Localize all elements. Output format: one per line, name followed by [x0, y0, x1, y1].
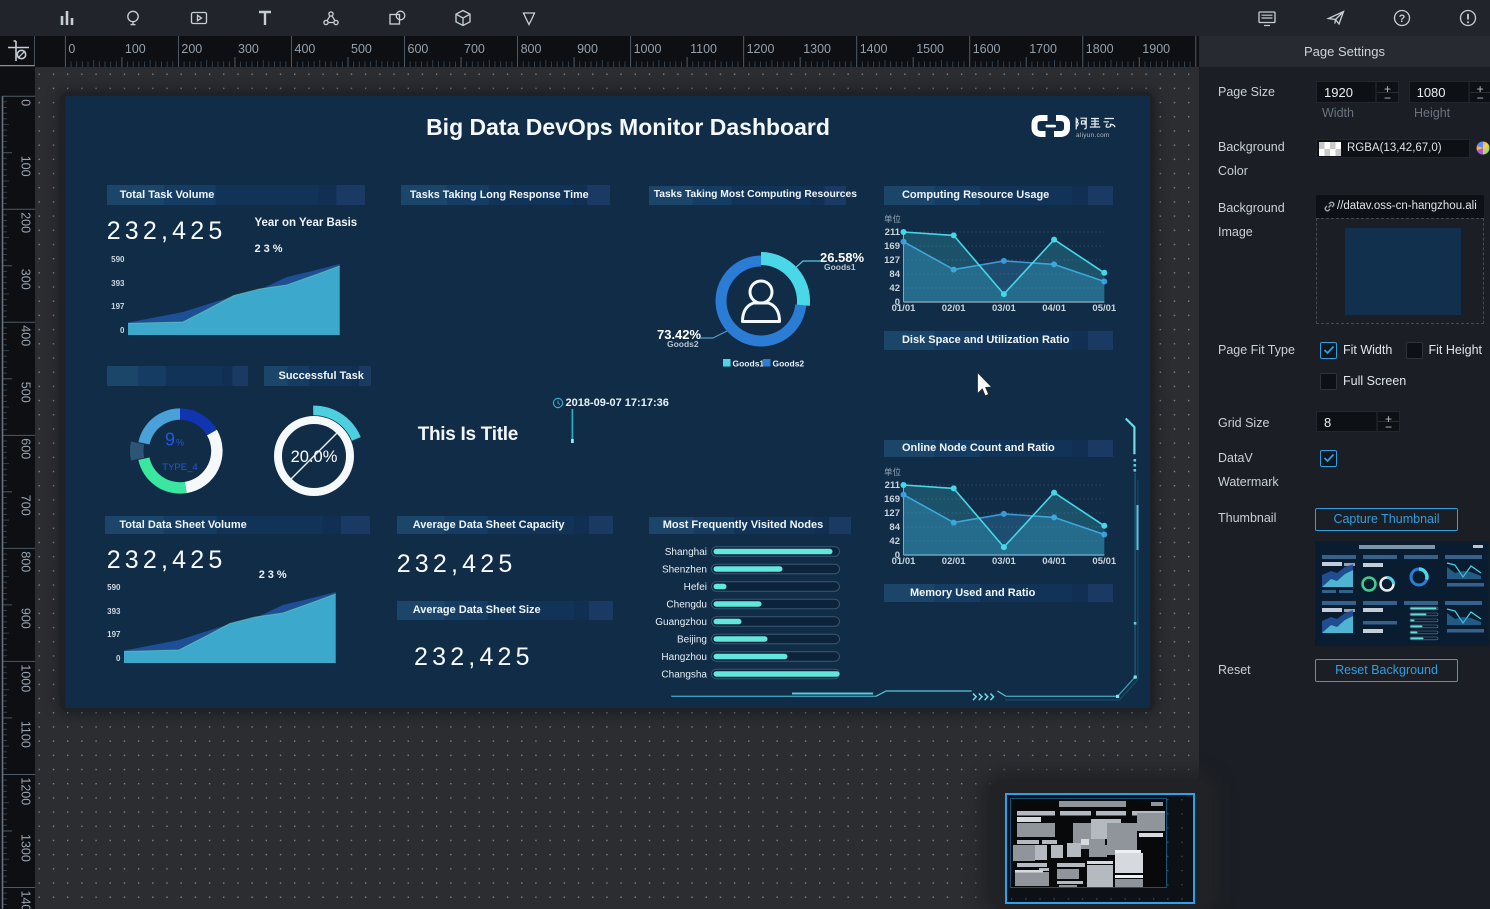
- svg-text:03/01: 03/01: [992, 556, 1016, 567]
- svg-text:600: 600: [19, 438, 33, 459]
- svg-text:Beijing: Beijing: [677, 634, 707, 645]
- svg-text:1500: 1500: [916, 42, 944, 56]
- svg-text:100: 100: [19, 156, 33, 177]
- svg-text:1000: 1000: [634, 42, 662, 56]
- svg-text:20.0%: 20.0%: [290, 448, 337, 466]
- svg-text:Hefei: Hefei: [684, 582, 707, 593]
- svg-text:1200: 1200: [747, 42, 775, 56]
- svg-text:500: 500: [19, 382, 33, 403]
- svg-text:200: 200: [181, 42, 202, 56]
- svg-text:400: 400: [19, 325, 33, 346]
- svg-text:1100: 1100: [690, 42, 717, 56]
- svg-text:01/01: 01/01: [892, 303, 916, 314]
- svg-text:0: 0: [19, 99, 33, 106]
- svg-text:0: 0: [895, 297, 900, 308]
- svg-text:900: 900: [577, 42, 598, 56]
- svg-text:127: 127: [884, 508, 900, 519]
- svg-text:05/01: 05/01: [1092, 303, 1116, 314]
- svg-text:TYPE_4: TYPE_4: [162, 462, 197, 473]
- svg-text:02/01: 02/01: [942, 556, 966, 567]
- svg-text:?: ?: [1399, 13, 1406, 25]
- svg-text:单位: 单位: [884, 214, 902, 224]
- svg-text:05/01: 05/01: [1092, 556, 1116, 567]
- svg-text:600: 600: [408, 42, 429, 56]
- svg-text:100: 100: [125, 42, 146, 56]
- svg-text:1100: 1100: [19, 721, 33, 748]
- svg-text:1300: 1300: [803, 42, 831, 56]
- svg-text:1400: 1400: [19, 891, 33, 909]
- svg-text:单位: 单位: [884, 467, 902, 477]
- svg-text:42: 42: [889, 536, 900, 547]
- svg-text:300: 300: [19, 269, 33, 290]
- svg-text:127: 127: [884, 255, 900, 266]
- svg-text:800: 800: [19, 551, 33, 572]
- svg-text:900: 900: [19, 608, 33, 629]
- svg-text:1300: 1300: [19, 834, 33, 862]
- svg-text:Guangzhou: Guangzhou: [655, 617, 707, 628]
- svg-text:1400: 1400: [860, 42, 888, 56]
- svg-text:169: 169: [884, 494, 900, 505]
- svg-text:aliyun.com: aliyun.com: [1076, 132, 1110, 139]
- svg-text:Chengdu: Chengdu: [666, 599, 707, 610]
- svg-text:500: 500: [351, 42, 372, 56]
- svg-text:42: 42: [889, 283, 900, 294]
- svg-text:84: 84: [889, 269, 900, 280]
- svg-text:1200: 1200: [19, 777, 33, 805]
- svg-text:1700: 1700: [1029, 42, 1057, 56]
- svg-text:1000: 1000: [19, 664, 33, 692]
- svg-text:0: 0: [68, 42, 75, 56]
- svg-text:Shenzhen: Shenzhen: [662, 564, 707, 575]
- svg-text:%: %: [176, 438, 184, 448]
- svg-text:04/01: 04/01: [1042, 303, 1066, 314]
- svg-text:Shanghai: Shanghai: [665, 547, 707, 558]
- svg-text:Goods1: Goods1: [732, 358, 764, 368]
- svg-text:Changsha: Changsha: [661, 669, 707, 680]
- svg-text:02/01: 02/01: [942, 303, 966, 314]
- svg-text:Goods2: Goods2: [772, 358, 804, 368]
- svg-text:0: 0: [895, 550, 900, 561]
- svg-text:9: 9: [165, 430, 175, 450]
- svg-text:169: 169: [884, 241, 900, 252]
- svg-text:700: 700: [19, 495, 33, 516]
- svg-text:800: 800: [521, 42, 542, 56]
- svg-text:700: 700: [464, 42, 485, 56]
- svg-text:200: 200: [19, 212, 33, 233]
- svg-text:1600: 1600: [973, 42, 1001, 56]
- svg-text:1800: 1800: [1086, 42, 1114, 56]
- svg-text:400: 400: [295, 42, 316, 56]
- svg-text:211: 211: [885, 227, 901, 238]
- svg-text:01/01: 01/01: [892, 556, 916, 567]
- svg-text:1900: 1900: [1142, 42, 1170, 56]
- svg-text:84: 84: [889, 522, 900, 533]
- svg-text:03/01: 03/01: [992, 303, 1016, 314]
- svg-text:300: 300: [238, 42, 259, 56]
- svg-text:04/01: 04/01: [1042, 556, 1066, 567]
- svg-text:211: 211: [885, 480, 901, 491]
- svg-text:Hangzhou: Hangzhou: [661, 652, 707, 663]
